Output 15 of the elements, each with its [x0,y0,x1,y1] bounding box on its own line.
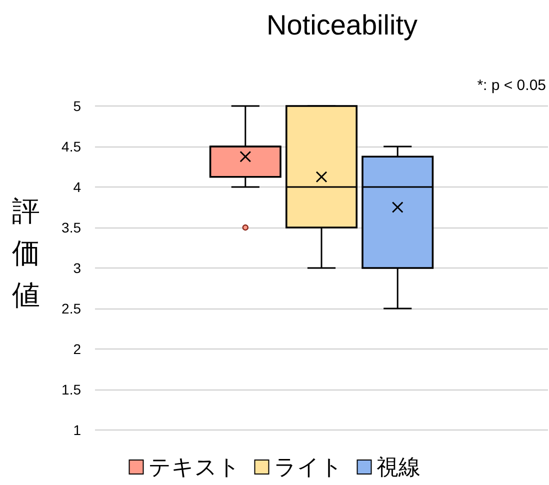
y-tick-label: 1 [73,422,82,438]
y-tick-label: 2.5 [62,300,82,316]
y-tick-label: 1.5 [62,382,82,398]
y-tick-label: 4 [73,179,82,195]
y-axis-title: 評価値 [12,196,40,310]
y-tick-label: 4.5 [62,138,82,154]
y-tick-label: 3 [73,260,82,276]
y-tick-label: 3.5 [62,220,82,236]
chart-title: Noticeability [266,10,418,40]
text: *: p < 0.05 [477,77,546,94]
legend-label: ライト [274,454,343,480]
legend-label: 視線 [376,454,420,480]
legend-label: テキスト [148,454,240,480]
y-tick-label: 2 [73,341,82,357]
y-tick-label: 5 [73,98,82,114]
